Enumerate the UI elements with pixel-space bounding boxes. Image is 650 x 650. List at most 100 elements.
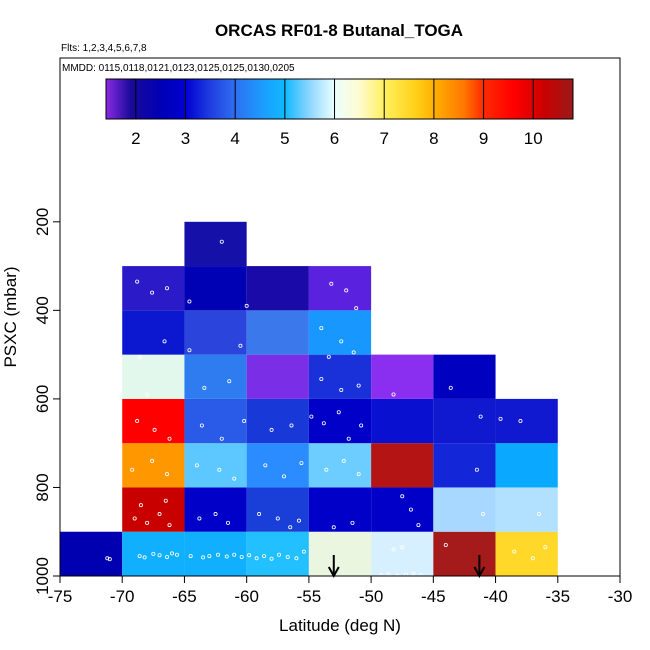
heatmap-cell bbox=[308, 310, 372, 355]
y-axis-label: PSXC (mbar) bbox=[1, 266, 20, 367]
y-tick-label: 600 bbox=[33, 385, 52, 413]
sample-point bbox=[518, 419, 523, 424]
sample-point bbox=[219, 239, 224, 244]
heatmap-cell bbox=[371, 354, 434, 399]
heatmap-cell bbox=[308, 531, 372, 576]
heatmap-cell bbox=[60, 531, 123, 576]
sample-point bbox=[225, 520, 230, 525]
sample-point bbox=[478, 414, 483, 419]
sample-point bbox=[257, 512, 262, 517]
sample-point bbox=[411, 571, 416, 576]
sample-point bbox=[324, 467, 329, 472]
colorbar-tick-label: 4 bbox=[230, 129, 239, 148]
heatmap-cell bbox=[371, 398, 434, 444]
sample-point bbox=[275, 516, 280, 521]
colorbar-tick-label: 7 bbox=[379, 129, 388, 148]
heatmap-cell bbox=[308, 487, 372, 532]
sample-point bbox=[329, 281, 334, 286]
sample-point bbox=[262, 554, 267, 559]
sample-point bbox=[135, 419, 140, 424]
sample-point bbox=[165, 472, 170, 477]
x-tick-label: -60 bbox=[234, 587, 259, 606]
sample-point bbox=[379, 573, 384, 578]
colorbar-tick-label: 5 bbox=[280, 129, 289, 148]
heatmap-cell bbox=[308, 266, 372, 311]
x-tick-label: -70 bbox=[110, 587, 135, 606]
sample-point bbox=[391, 392, 396, 397]
sample-point bbox=[294, 556, 299, 561]
colorbar-ticks: 2 3 4 5 6 7 8 9 10 bbox=[131, 79, 543, 148]
heatmap-cell bbox=[246, 266, 309, 311]
sample-point bbox=[165, 286, 170, 291]
sample-point bbox=[326, 354, 331, 359]
heatmap-cell bbox=[122, 310, 185, 355]
sample-point bbox=[321, 421, 326, 426]
sample-point bbox=[400, 494, 405, 499]
colorbar-tick-label: 6 bbox=[330, 129, 339, 148]
heatmap-cell bbox=[495, 398, 558, 444]
chart-title: ORCAS RF01-8 Butanal_TOGA bbox=[215, 21, 463, 40]
sample-point bbox=[339, 339, 344, 344]
sample-point bbox=[336, 410, 341, 415]
sample-point bbox=[150, 458, 155, 463]
sample-point bbox=[247, 553, 252, 558]
sample-point bbox=[530, 556, 535, 561]
sample-point bbox=[416, 523, 421, 528]
colorbar bbox=[105, 78, 574, 120]
sample-point bbox=[244, 303, 249, 308]
x-tick-label: -30 bbox=[608, 587, 633, 606]
sample-point bbox=[319, 326, 324, 331]
heatmap-cell bbox=[495, 443, 558, 488]
sample-point bbox=[213, 512, 218, 517]
heatmap-cell bbox=[184, 354, 247, 399]
y-tick-label: 200 bbox=[33, 208, 52, 236]
heatmap-cell bbox=[308, 398, 372, 444]
x-tick-label: -35 bbox=[545, 587, 570, 606]
sample-point bbox=[137, 354, 142, 359]
sample-point bbox=[145, 520, 150, 525]
sample-point bbox=[281, 474, 286, 479]
sample-point bbox=[142, 555, 147, 560]
heatmap-cell bbox=[433, 443, 496, 488]
heatmap-cell bbox=[371, 487, 434, 532]
sample-point bbox=[498, 416, 503, 421]
sample-point bbox=[162, 339, 167, 344]
sample-point bbox=[359, 423, 364, 428]
colorbar-tick-label: 9 bbox=[479, 129, 488, 148]
sample-point bbox=[263, 463, 268, 468]
sample-point bbox=[443, 543, 448, 548]
heatmap-cell bbox=[122, 443, 185, 488]
heatmap-cells bbox=[60, 221, 558, 576]
sample-point bbox=[238, 343, 243, 348]
heatmap-cell bbox=[184, 531, 247, 576]
sample-point bbox=[254, 556, 259, 561]
sample-point bbox=[277, 552, 282, 557]
heatmap-cell bbox=[495, 531, 558, 576]
sample-point bbox=[157, 553, 162, 558]
sample-point bbox=[331, 525, 336, 530]
heatmap-cell bbox=[122, 398, 185, 444]
sample-point bbox=[150, 290, 155, 295]
sample-point bbox=[145, 392, 150, 397]
heatmap-cell bbox=[184, 266, 247, 311]
heatmap-cell bbox=[433, 398, 496, 444]
sample-point bbox=[344, 288, 349, 293]
sample-point bbox=[319, 376, 324, 381]
x-tick-label: -50 bbox=[359, 587, 384, 606]
heatmap-cell bbox=[308, 443, 372, 488]
sample-point bbox=[356, 383, 361, 388]
heatmap-cell bbox=[246, 310, 309, 355]
heatmap-cell bbox=[371, 443, 434, 488]
sample-point bbox=[202, 385, 207, 390]
sample-point bbox=[512, 549, 517, 554]
heatmap-cell bbox=[184, 398, 247, 444]
colorbar-tick-label: 2 bbox=[131, 129, 140, 148]
sample-point bbox=[152, 427, 157, 432]
heatmap-cell bbox=[122, 266, 185, 311]
sample-points bbox=[105, 239, 548, 578]
mmdd-label: MMDD: 0115,0118,0121,0123,0125,0125,0130… bbox=[62, 63, 295, 74]
x-axis-ticks: -75 -70 -65 -60 -55 -50 -45 -40 -35 -30 bbox=[48, 576, 633, 606]
sample-point bbox=[130, 467, 135, 472]
x-tick-label: -45 bbox=[421, 587, 446, 606]
sample-point bbox=[481, 512, 486, 517]
